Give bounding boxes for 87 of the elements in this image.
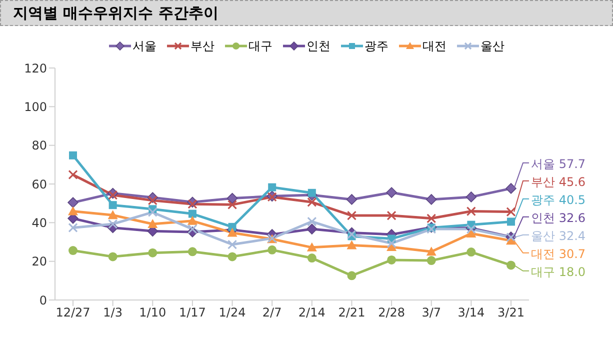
point: [187, 216, 198, 225]
point: [426, 194, 437, 205]
y-tick-label: 0: [39, 293, 47, 308]
point: [307, 216, 317, 226]
point: [188, 199, 198, 209]
annotation: 서울 57.7: [531, 156, 586, 171]
point: [307, 254, 316, 263]
point: [346, 240, 357, 250]
point: [306, 242, 317, 252]
y-tick-label: 80: [32, 138, 47, 153]
point: [426, 214, 436, 224]
x-tick-label: 2/28: [378, 306, 406, 320]
point: [386, 238, 396, 248]
point: [307, 197, 317, 207]
annotation: 울산 32.4: [531, 228, 586, 243]
point: [426, 256, 436, 266]
annotation: 대구 18.0: [531, 264, 586, 279]
annotation: 인천 32.6: [531, 210, 586, 225]
legend-label: 광주: [364, 38, 388, 54]
point: [108, 190, 118, 200]
point: [466, 206, 476, 216]
point: [108, 219, 118, 229]
point: [466, 192, 477, 202]
point: [506, 207, 516, 217]
x-tick-label: 2/21: [338, 306, 366, 320]
point: [227, 240, 238, 250]
legend-label: 서울: [132, 38, 156, 54]
x-tick-label: 12/27: [56, 306, 90, 320]
legend-label: 인천: [306, 38, 330, 54]
point: [68, 170, 78, 180]
point: [387, 255, 396, 264]
chart-title: 지역별 매수우위지수 주간추이: [0, 0, 613, 26]
x-tick-label: 2/14: [298, 306, 326, 320]
point: [466, 248, 476, 257]
point: [506, 260, 516, 270]
legend-label: 부산: [190, 38, 214, 54]
point: [228, 252, 237, 262]
legend-label: 대전: [422, 38, 446, 54]
x-tick-label: 3/14: [458, 306, 485, 320]
point: [68, 246, 78, 256]
point: [68, 222, 78, 232]
legend-label: 울산: [480, 38, 504, 54]
x-tick-label: 3/21: [498, 306, 524, 320]
y-tick-label: 40: [32, 216, 47, 230]
point: [68, 197, 78, 208]
point: [227, 228, 238, 237]
point: [188, 224, 198, 234]
point: [148, 248, 158, 258]
point: [386, 187, 397, 198]
point: [226, 192, 238, 204]
point: [346, 194, 358, 205]
point: [108, 210, 118, 220]
point: [228, 222, 236, 231]
point: [68, 206, 78, 216]
point: [268, 245, 277, 254]
annotation: 부산 45.6: [531, 174, 586, 189]
point: [148, 207, 158, 218]
x-tick-label: 1/17: [178, 306, 206, 320]
point: [386, 210, 396, 220]
point: [188, 210, 196, 218]
x-tick-label: 1/3: [103, 306, 122, 320]
x-tick-label: 1/24: [218, 306, 246, 320]
point: [268, 183, 276, 192]
point: [347, 271, 356, 280]
y-tick-label: 60: [32, 177, 47, 192]
y-tick-label: 20: [32, 254, 47, 269]
point: [108, 201, 117, 210]
point: [69, 151, 77, 160]
point: [148, 219, 158, 228]
annotation: 광주 40.5: [531, 192, 586, 207]
point: [426, 246, 436, 256]
legend-label: 대구: [248, 38, 272, 54]
point: [227, 200, 238, 210]
point: [308, 188, 316, 197]
x-tick-label: 1/10: [139, 306, 166, 320]
point: [148, 196, 158, 206]
point: [346, 210, 357, 220]
point: [507, 218, 515, 226]
point: [108, 252, 118, 262]
point: [188, 247, 197, 256]
point: [506, 183, 516, 194]
x-tick-label: 2/7: [262, 306, 282, 320]
point: [306, 224, 318, 234]
x-tick-label: 3/7: [422, 306, 442, 320]
y-tick-label: 120: [24, 61, 47, 76]
y-tick-label: 100: [24, 100, 47, 114]
annotation: 대전 30.7: [531, 246, 586, 261]
